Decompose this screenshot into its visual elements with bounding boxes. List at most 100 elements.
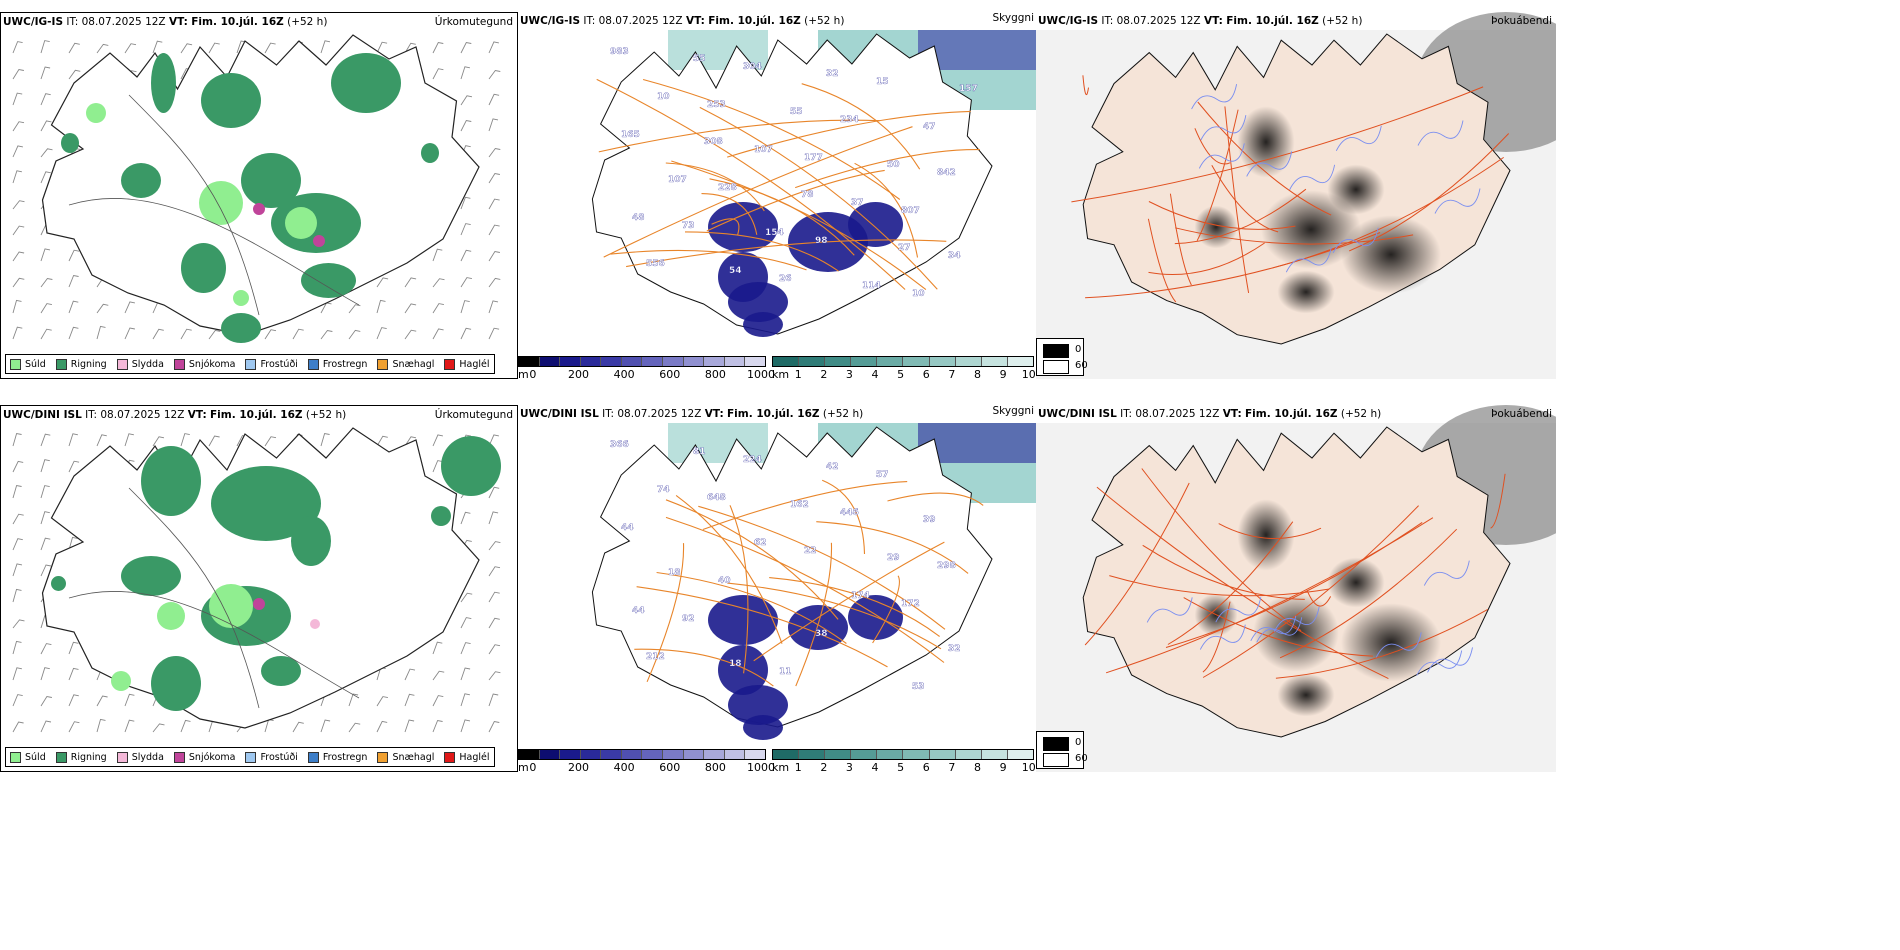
colorbar-bin [851, 750, 878, 759]
wind-barb [376, 299, 386, 314]
wind-barb [404, 668, 416, 681]
wind-barb [68, 460, 80, 473]
river-line [1417, 120, 1464, 146]
ceiling-label: 234 [840, 115, 859, 125]
ceiling-label: 22 [804, 546, 817, 556]
colorbar-tick: 800 [704, 761, 726, 772]
wind-barb [376, 277, 389, 288]
legend-swatch [55, 751, 67, 763]
fog-area [1194, 205, 1238, 249]
wind-barb [432, 278, 445, 288]
ceiling-label: 172 [901, 599, 920, 609]
ceiling-label: 304 [743, 62, 762, 72]
fog-legend-swatch-0 [1043, 344, 1069, 358]
low-ceiling-area [718, 645, 768, 695]
ceiling-label: 807 [901, 206, 920, 216]
road-line [702, 481, 908, 531]
ceiling-label: 78 [801, 190, 814, 200]
wind-barb [68, 721, 80, 733]
colorbar-bin [704, 750, 725, 759]
cloud-visibility-panel-top: UWC/IG-IS IT: 08.07.2025 12Z VT: Fim. 10… [518, 12, 1036, 379]
rain-area [221, 313, 261, 343]
wind-barb [180, 433, 190, 447]
colorbar-bin [580, 357, 602, 366]
road-line [1194, 128, 1231, 165]
wind-barb [432, 460, 443, 473]
wind-barb [40, 564, 52, 577]
colorbar-tick: 2 [820, 368, 828, 379]
rain-area [181, 243, 226, 293]
colorbar-bin [825, 750, 852, 759]
wind-barb [12, 251, 25, 262]
panel-title: UWC/IG-IS IT: 08.07.2025 12Z VT: Fim. 10… [3, 16, 328, 28]
colorbar-ticks: m 0 200 400 600 800 1000 [518, 761, 775, 772]
river-line [1335, 125, 1382, 152]
wind-barb [264, 436, 277, 447]
road-line [1084, 482, 1190, 646]
wind-barb [460, 41, 472, 54]
wind-barb [376, 327, 387, 340]
wind-barb [12, 225, 25, 236]
wind-barb [432, 719, 443, 733]
road-line [1202, 505, 1419, 678]
ceiling-label: 74 [657, 485, 670, 495]
colorbar-bin [724, 357, 746, 366]
colorbar-tick: 4 [871, 368, 879, 379]
wind-barb [152, 328, 164, 340]
wind-barb [96, 303, 109, 314]
wind-barb [68, 694, 79, 707]
wind-barb [180, 43, 193, 54]
low-ceiling-area [848, 202, 903, 247]
wind-barb [488, 198, 500, 210]
colorbar-strip [772, 356, 1034, 367]
panel-title: UWC/DINI ISL IT: 08.07.2025 12Z VT: Fim.… [1038, 408, 1382, 420]
ceiling-label: 50 [887, 160, 900, 170]
legend-item-7: Haglél [444, 751, 490, 763]
wind-barb [68, 274, 79, 288]
river-line [1246, 151, 1293, 177]
wind-barb [152, 723, 165, 733]
wind-barb [96, 43, 109, 54]
wind-barb [68, 641, 79, 655]
wind-barb [12, 460, 24, 473]
colorbar-bin [745, 750, 765, 759]
wind-barb [96, 695, 108, 707]
legend-swatch [55, 358, 67, 370]
rain-area [241, 153, 301, 208]
wind-barb [460, 327, 472, 340]
legend-swatch [377, 358, 389, 370]
colorbar-bin [745, 357, 765, 366]
legend-swatch [444, 751, 456, 763]
wind-barb [292, 721, 304, 733]
rain-area [431, 506, 451, 526]
drizzle-area [285, 207, 317, 239]
legend-swatch [10, 358, 21, 370]
wind-barb [208, 329, 221, 340]
legend-label: Haglél [459, 751, 490, 763]
panel-title: UWC/IG-IS IT: 08.07.2025 12Z VT: Fim. 10… [520, 15, 845, 27]
wind-barb [404, 303, 417, 314]
colorbar-unit: km [772, 761, 790, 772]
wind-barb [488, 486, 500, 499]
colorbar-tick: 8 [974, 761, 982, 772]
wind-barb [12, 721, 24, 733]
wind-barb [460, 95, 473, 106]
iceland-coastline [591, 33, 993, 335]
wind-barb [460, 667, 471, 681]
panel-title: UWC/IG-IS IT: 08.07.2025 12Z VT: Fim. 10… [1038, 15, 1363, 27]
river-line [1146, 597, 1193, 623]
fog-area [1341, 215, 1441, 294]
legend-item-1: Rigning [55, 358, 107, 370]
wind-barb [460, 119, 472, 132]
ceiling-label: 366 [610, 440, 629, 450]
road-line [642, 78, 901, 200]
road-line [636, 586, 888, 668]
road-line [603, 126, 913, 258]
wind-barb [12, 667, 22, 681]
wind-barb [432, 41, 444, 54]
fog-index-panel-bottom: UWC/DINI ISL IT: 08.07.2025 12Z VT: Fim.… [1036, 405, 1556, 772]
colorbar-tick: 7 [948, 368, 956, 379]
wind-barb [488, 172, 500, 184]
wind-barb [488, 224, 500, 236]
fog-legend-swatch-60 [1043, 753, 1069, 767]
